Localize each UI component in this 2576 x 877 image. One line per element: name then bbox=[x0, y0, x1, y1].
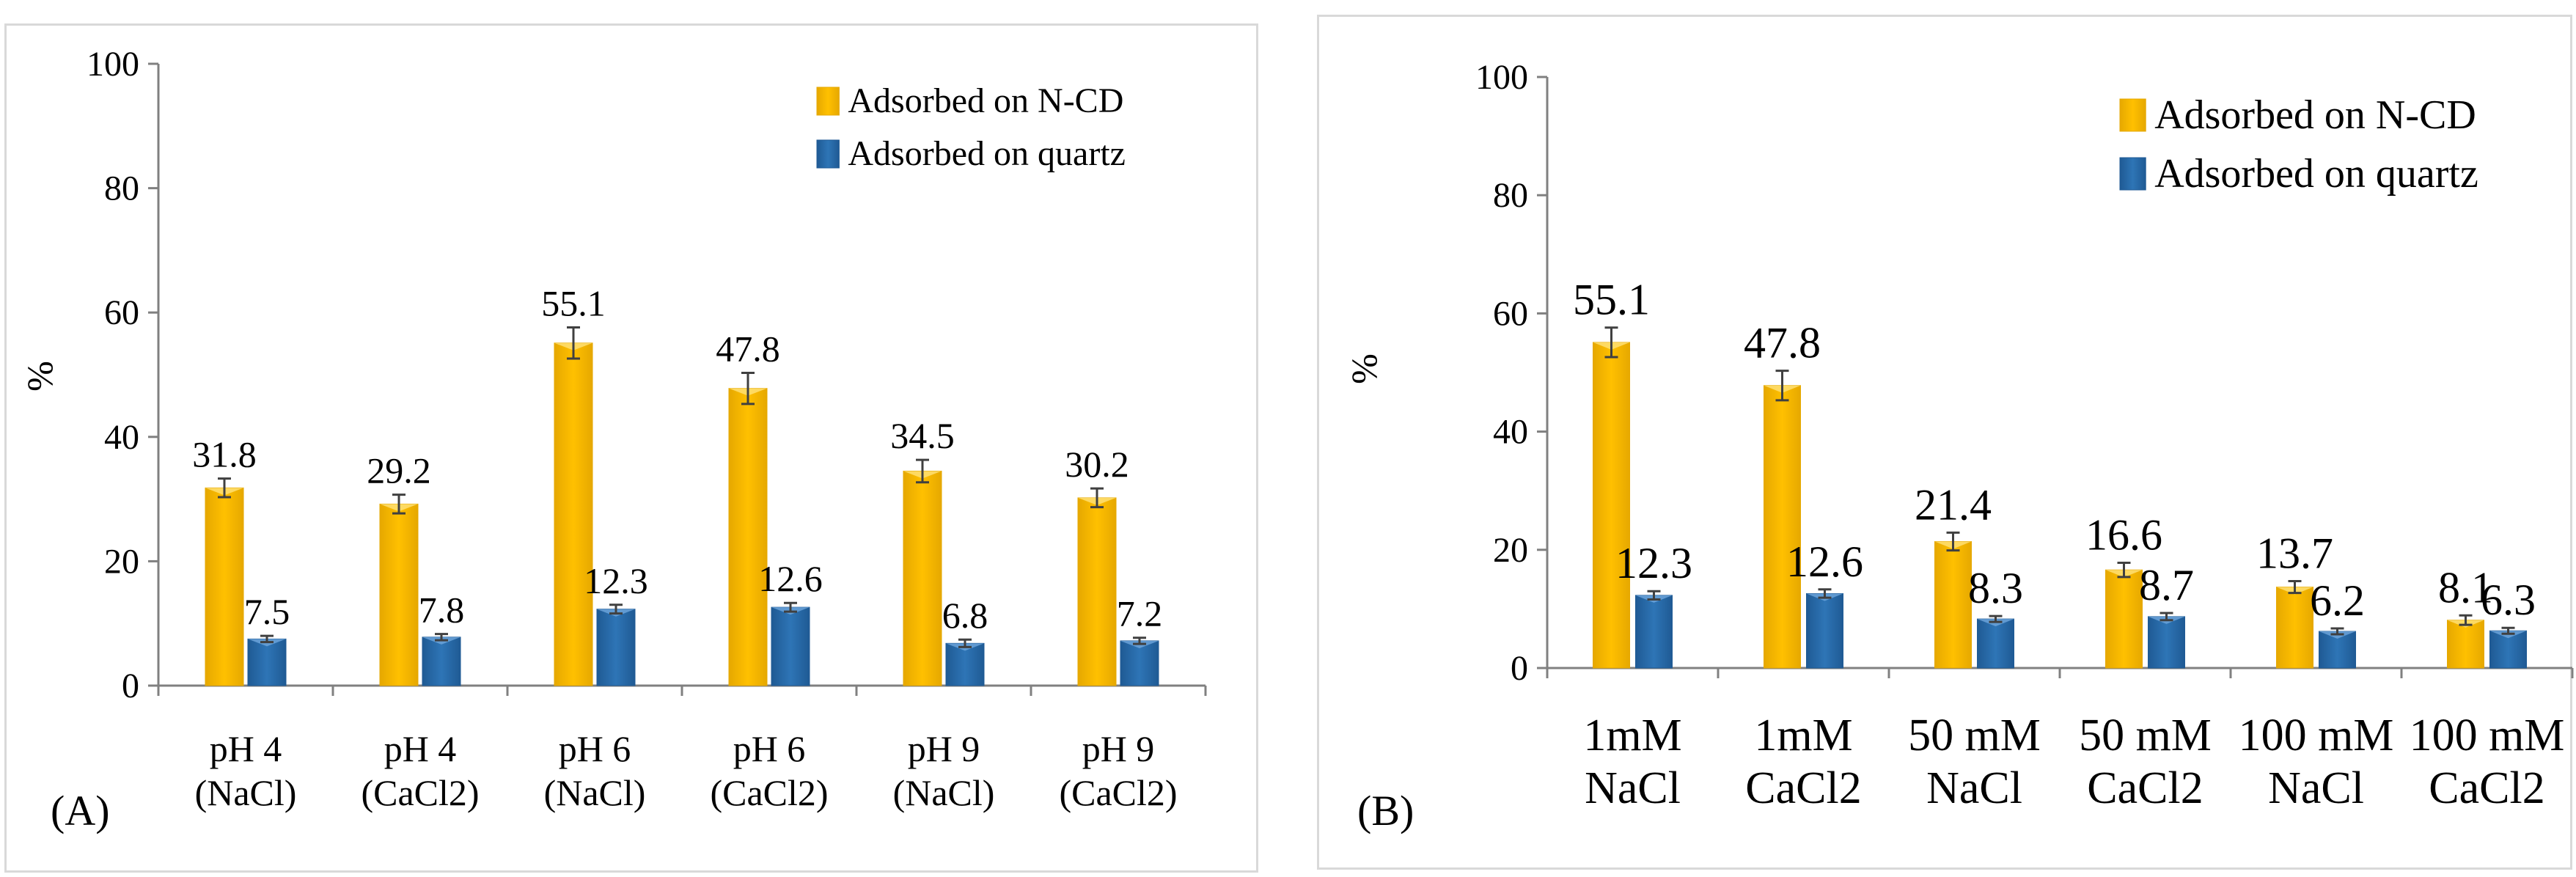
chart-a-data-label: 12.6 bbox=[758, 558, 823, 599]
chart-b-category-label: CaCl2 bbox=[2429, 763, 2544, 813]
chart-a-data-label: 31.8 bbox=[192, 434, 257, 475]
chart-a-legend-swatch-quartz bbox=[816, 139, 840, 169]
chart-a-category-label: pH 9 bbox=[1082, 728, 1155, 769]
chart-b-data-label: 12.3 bbox=[1615, 539, 1692, 587]
chart-b-category-label: 50 mM bbox=[1908, 711, 2041, 760]
chart-b-category-label: 50 mM bbox=[2079, 711, 2212, 760]
chart-a-data-label: 7.5 bbox=[244, 591, 290, 632]
chart-a-y-tick-label: 60 bbox=[104, 293, 139, 332]
chart-b-data-label: 21.4 bbox=[1915, 480, 1992, 529]
chart-b-bar-ncd bbox=[1593, 342, 1630, 669]
chart-b-bar-ncd bbox=[1934, 541, 1972, 669]
chart-b-y-tick-label: 0 bbox=[1511, 649, 1528, 688]
chart-a-bar-ncd bbox=[728, 388, 768, 686]
chart-b-category-label: NaCl bbox=[1585, 763, 1681, 813]
chart-a-bar-quartz bbox=[596, 609, 636, 686]
chart-b-bar-quartz bbox=[1977, 618, 2014, 669]
chart-a-y-tick-label: 20 bbox=[104, 542, 139, 581]
chart-b-bar-ncd bbox=[2276, 587, 2313, 669]
chart-b-bar-ncd bbox=[1764, 385, 1801, 669]
chart-b-legend-swatch-ncd bbox=[2119, 98, 2146, 132]
chart-a-category-label: pH 4 bbox=[210, 728, 282, 769]
chart-b-data-label: 55.1 bbox=[1573, 276, 1650, 324]
chart-a-category-label: pH 4 bbox=[384, 728, 457, 769]
chart-b-legend-label: Adsorbed on quartz bbox=[2154, 151, 2478, 197]
chart-b-data-label: 13.7 bbox=[2256, 529, 2333, 578]
chart-b-svg: 020406080100%55.112.31mMNaCl47.812.61mMC… bbox=[1343, 58, 2574, 834]
chart-b-category-label: 100 mM bbox=[2410, 711, 2565, 760]
chart-b-y-tick-label: 80 bbox=[1493, 176, 1528, 215]
chart-b-legend-label: Adsorbed on N-CD bbox=[2154, 92, 2476, 138]
chart-b-y-axis-title: % bbox=[1343, 353, 1384, 384]
chart-a-category-label: (NaCl) bbox=[195, 772, 297, 813]
chart-a-bar-quartz bbox=[771, 606, 810, 686]
chart-a-data-label: 6.8 bbox=[942, 595, 988, 636]
chart-a-category-label: (CaCl2) bbox=[361, 772, 479, 813]
chart-a-data-label: 55.1 bbox=[541, 283, 606, 324]
chart-b-category-label: NaCl bbox=[2268, 763, 2364, 813]
chart-a-data-label: 34.5 bbox=[890, 415, 955, 456]
chart-a-bar-ncd bbox=[1077, 497, 1117, 686]
chart-a-bar-ncd bbox=[205, 487, 244, 686]
chart-b-category-label: CaCl2 bbox=[1745, 763, 1861, 813]
chart-a-bar-quartz bbox=[1120, 640, 1159, 686]
chart-a-bar-ncd bbox=[379, 503, 419, 686]
chart-b-category-label: CaCl2 bbox=[2087, 763, 2203, 813]
chart-b-panel-label: (B) bbox=[1357, 787, 1414, 834]
chart-a-data-label: 30.2 bbox=[1065, 444, 1129, 485]
chart-panel-b: 0 20 40 60 80 100% 55.1 12.3 1mM NaCl 47.8 12.6 1mM C… bbox=[1317, 15, 2574, 870]
chart-b-y-tick-label: 20 bbox=[1493, 531, 1528, 570]
chart-a-data-label: 29.2 bbox=[367, 450, 431, 491]
chart-b-y-tick-label: 100 bbox=[1475, 58, 1528, 97]
chart-b-legend-swatch-quartz bbox=[2119, 157, 2146, 191]
chart-a-data-label: 12.3 bbox=[584, 560, 648, 601]
chart-a-y-axis-title: % bbox=[19, 361, 60, 392]
chart-a-bar-quartz bbox=[422, 636, 461, 686]
chart-a-category-label: pH 9 bbox=[908, 728, 980, 769]
chart-a-bar-ncd bbox=[554, 342, 593, 686]
chart-b-data-label: 8.7 bbox=[2139, 561, 2194, 609]
chart-a-legend-swatch-ncd bbox=[816, 87, 840, 116]
chart-a-y-tick-label: 0 bbox=[122, 667, 139, 705]
chart-b-bar-quartz bbox=[2148, 616, 2185, 669]
chart-a-y-tick-label: 100 bbox=[87, 45, 139, 84]
chart-b-category-label: 1mM bbox=[1754, 711, 1852, 760]
chart-b-bar-quartz bbox=[1806, 592, 1843, 669]
chart-a-category-label: (NaCl) bbox=[544, 772, 646, 813]
chart-a-data-label: 7.2 bbox=[1117, 593, 1163, 634]
chart-a-panel-label: (A) bbox=[51, 787, 110, 834]
chart-a-y-tick-label: 40 bbox=[104, 418, 139, 457]
chart-b-data-label: 8.3 bbox=[1968, 564, 2023, 612]
chart-a-y-tick-label: 80 bbox=[104, 169, 139, 208]
chart-a-category-label: (NaCl) bbox=[893, 772, 995, 813]
chart-a-data-label: 7.8 bbox=[419, 590, 465, 631]
chart-a-category-label: pH 6 bbox=[559, 728, 631, 769]
chart-a-data-label: 47.8 bbox=[716, 328, 780, 369]
chart-b-y-tick-label: 60 bbox=[1493, 294, 1528, 333]
chart-b-data-label: 6.3 bbox=[2481, 576, 2536, 624]
chart-b-y-tick-label: 40 bbox=[1493, 413, 1528, 452]
chart-a-category-label: pH 6 bbox=[733, 728, 806, 769]
chart-b-data-label: 16.6 bbox=[2085, 511, 2162, 559]
chart-a-bar-ncd bbox=[903, 470, 942, 686]
chart-b-category-label: NaCl bbox=[1926, 763, 2022, 813]
chart-b-data-label: 6.2 bbox=[2310, 576, 2365, 625]
chart-b-bar-quartz bbox=[1635, 595, 1673, 669]
chart-a-category-label: (CaCl2) bbox=[710, 772, 828, 813]
chart-a-legend-label: Adsorbed on quartz bbox=[848, 134, 1126, 173]
chart-a-category-label: (CaCl2) bbox=[1059, 772, 1177, 813]
chart-b-data-label: 47.8 bbox=[1744, 319, 1821, 367]
chart-b-category-label: 1mM bbox=[1583, 711, 1681, 760]
chart-a-legend-label: Adsorbed on N-CD bbox=[848, 81, 1123, 120]
chart-panel-a: 0 20 40 60 80 100% 31.8 7.5 pH 4 (NaCl) 29.2 7.8 pH … bbox=[4, 23, 1258, 873]
chart-b-category-label: 100 mM bbox=[2239, 711, 2394, 760]
chart-b-data-label: 12.6 bbox=[1786, 537, 1863, 586]
chart-b-data-label: 8.1 bbox=[2438, 563, 2493, 612]
chart-b-bar-ncd bbox=[2105, 569, 2143, 669]
